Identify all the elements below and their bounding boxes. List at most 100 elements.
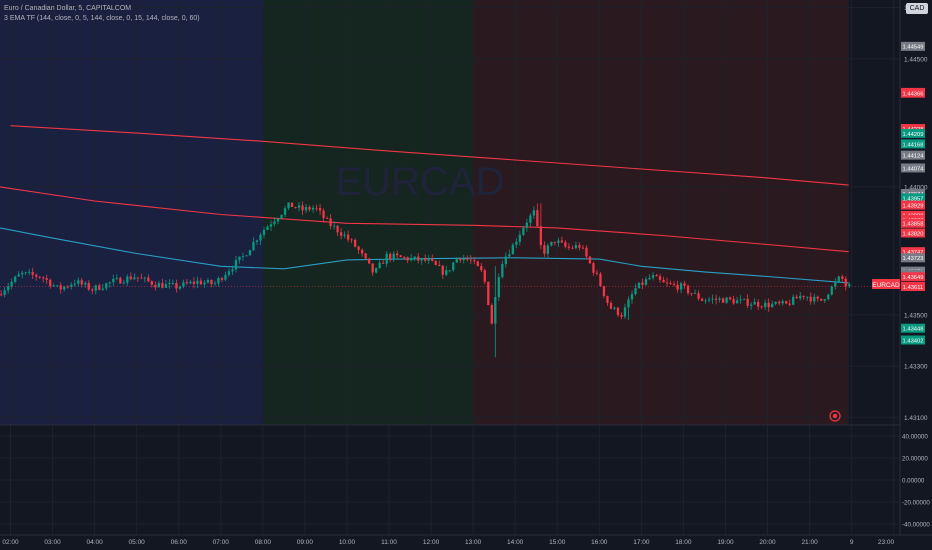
candle[interactable] xyxy=(581,245,585,250)
candle[interactable] xyxy=(175,279,178,293)
symbol-badge[interactable]: EURCAD xyxy=(872,279,900,289)
candle[interactable] xyxy=(98,283,101,291)
candle[interactable] xyxy=(578,242,581,251)
indicator-title[interactable]: 3 EMA TF (144, close, 0, 5, 144, close, … xyxy=(4,15,200,22)
candle[interactable] xyxy=(80,277,83,288)
candle[interactable] xyxy=(224,271,227,282)
candle[interactable] xyxy=(550,241,553,247)
candle[interactable] xyxy=(196,276,199,289)
candle[interactable] xyxy=(329,214,332,230)
candle[interactable] xyxy=(178,285,182,291)
candle[interactable] xyxy=(613,306,616,311)
candle[interactable] xyxy=(795,294,798,299)
candle[interactable] xyxy=(750,302,753,310)
candle[interactable] xyxy=(501,260,504,279)
price-label-badge[interactable]: 1.44549 xyxy=(901,41,925,51)
candle[interactable] xyxy=(7,282,10,294)
candle[interactable] xyxy=(147,274,150,283)
price-label-badge[interactable]: 1.43858 xyxy=(901,218,925,228)
candle[interactable] xyxy=(525,218,529,232)
candle[interactable] xyxy=(813,293,816,305)
candle[interactable] xyxy=(248,249,252,256)
candle[interactable] xyxy=(143,276,146,283)
candle[interactable] xyxy=(322,208,325,223)
replay-button[interactable] xyxy=(829,410,841,422)
candle[interactable] xyxy=(655,273,658,277)
candle[interactable] xyxy=(837,275,840,284)
candle[interactable] xyxy=(343,231,346,239)
candle[interactable] xyxy=(157,280,161,288)
candle[interactable] xyxy=(788,299,791,307)
candle[interactable] xyxy=(809,292,812,305)
candle[interactable] xyxy=(532,206,536,219)
candle[interactable] xyxy=(476,260,479,267)
candle[interactable] xyxy=(227,268,231,277)
oscillator-axis[interactable]: 40.00000 20.00000 0.00000 -20.00000 -40.0000… xyxy=(902,434,930,529)
candle[interactable] xyxy=(497,273,500,302)
candle[interactable] xyxy=(210,279,213,288)
price-label-badge[interactable]: 1.43957 xyxy=(901,193,925,203)
candle[interactable] xyxy=(764,299,767,311)
candle[interactable] xyxy=(480,263,483,273)
candle[interactable] xyxy=(392,251,395,262)
candle[interactable] xyxy=(644,276,648,286)
candle[interactable] xyxy=(297,201,301,212)
candle[interactable] xyxy=(704,298,707,304)
candle[interactable] xyxy=(588,255,592,265)
candle[interactable] xyxy=(417,252,420,264)
candle[interactable] xyxy=(834,278,837,290)
candle[interactable] xyxy=(203,280,206,288)
candle[interactable] xyxy=(823,298,826,304)
candle[interactable] xyxy=(42,276,45,283)
candle[interactable] xyxy=(529,213,532,227)
candle[interactable] xyxy=(742,298,746,301)
candle[interactable] xyxy=(129,272,132,281)
candle[interactable] xyxy=(192,277,196,289)
candle[interactable] xyxy=(616,306,620,318)
candle[interactable] xyxy=(462,254,465,264)
candle[interactable] xyxy=(686,284,690,296)
candle[interactable] xyxy=(287,202,290,211)
candle[interactable] xyxy=(346,230,350,243)
candle[interactable] xyxy=(420,257,423,265)
candle[interactable] xyxy=(483,268,486,285)
candle[interactable] xyxy=(259,232,262,245)
candle[interactable] xyxy=(45,274,48,284)
candle[interactable] xyxy=(469,255,472,264)
candle[interactable] xyxy=(199,277,203,285)
candle[interactable] xyxy=(641,278,644,289)
candle[interactable] xyxy=(308,205,311,212)
price-label-badge[interactable]: 1.43723 xyxy=(901,253,925,263)
candle[interactable] xyxy=(52,283,55,287)
candle[interactable] xyxy=(87,280,90,292)
candle[interactable] xyxy=(543,241,546,257)
candle[interactable] xyxy=(431,254,434,262)
candle[interactable] xyxy=(714,294,718,305)
candle[interactable] xyxy=(10,278,13,290)
candle[interactable] xyxy=(273,217,276,227)
candle[interactable] xyxy=(84,281,87,288)
candle[interactable] xyxy=(396,250,399,259)
candle[interactable] xyxy=(304,204,308,214)
candle[interactable] xyxy=(276,217,280,225)
candle[interactable] xyxy=(424,254,427,263)
candle[interactable] xyxy=(662,276,665,283)
price-label-badge[interactable]: 1.43929 xyxy=(901,200,925,210)
candle[interactable] xyxy=(672,281,676,287)
candle[interactable] xyxy=(732,295,735,305)
candle[interactable] xyxy=(406,256,409,264)
candle[interactable] xyxy=(560,236,564,244)
candle[interactable] xyxy=(280,214,283,220)
candle[interactable] xyxy=(171,279,175,286)
price-label-badge[interactable]: 1.44124 xyxy=(901,150,925,160)
candle[interactable] xyxy=(413,256,416,262)
candle[interactable] xyxy=(164,280,168,289)
candle[interactable] xyxy=(658,273,662,283)
candle[interactable] xyxy=(382,259,385,264)
candle[interactable] xyxy=(452,261,455,272)
candle[interactable] xyxy=(318,204,322,216)
price-label-badge[interactable]: 1.44074 xyxy=(901,163,925,173)
candle[interactable] xyxy=(238,256,241,264)
candle[interactable] xyxy=(185,278,189,285)
candle[interactable] xyxy=(325,216,329,219)
